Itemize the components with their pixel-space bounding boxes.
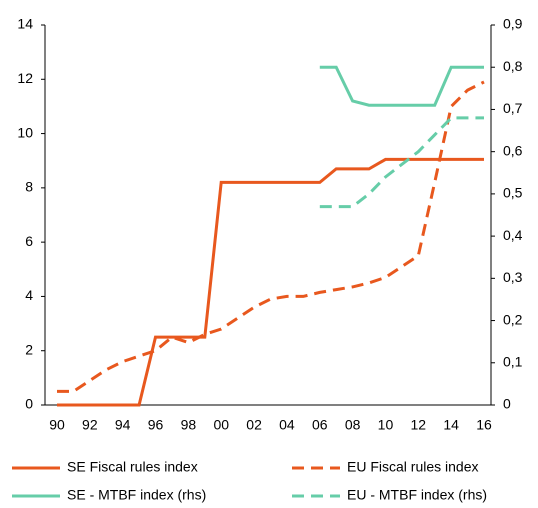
x-tick-label: 96	[148, 417, 164, 433]
y-tick-label: 8	[25, 179, 33, 195]
y2-tick-label: 0,1	[503, 353, 523, 369]
line-series	[319, 65, 484, 107]
y2-tick-label: 0,7	[503, 100, 523, 116]
x-tick-label: 06	[312, 417, 328, 433]
y-tick-label: 2	[25, 341, 33, 357]
y-tick-label: 14	[17, 16, 33, 32]
y2-tick-label: 0,4	[503, 227, 523, 243]
y-tick-label: 6	[25, 233, 33, 249]
line-series	[57, 157, 484, 407]
x-tick-label: 00	[213, 417, 229, 433]
x-tick-label: 94	[115, 417, 131, 433]
x-tick-label: 10	[378, 417, 394, 433]
legend-label: SE - MTBF index (rhs)	[67, 487, 206, 503]
legend-label: EU - MTBF index (rhs)	[347, 487, 487, 503]
y2-tick-label: 0,3	[503, 269, 523, 285]
y-tick-label: 12	[17, 70, 33, 86]
line-series	[319, 116, 484, 209]
y2-tick-label: 0,8	[503, 58, 523, 74]
y2-tick-label: 0	[503, 396, 511, 412]
legend-label: SE Fiscal rules index	[67, 459, 198, 475]
y-tick-label: 4	[25, 287, 33, 303]
x-tick-label: 02	[246, 417, 262, 433]
y2-tick-label: 0,5	[503, 185, 523, 201]
line-series	[57, 80, 485, 393]
y-tick-label: 0	[25, 396, 33, 412]
x-tick-label: 16	[476, 417, 492, 433]
y2-tick-label: 0,6	[503, 142, 523, 158]
x-tick-label: 98	[181, 417, 197, 433]
x-tick-label: 14	[443, 417, 459, 433]
legend-label: EU Fiscal rules index	[347, 459, 479, 475]
x-tick-label: 90	[49, 417, 65, 433]
y-tick-label: 10	[17, 124, 33, 140]
y2-tick-label: 0,9	[503, 16, 523, 32]
x-tick-label: 12	[411, 417, 427, 433]
x-tick-label: 08	[345, 417, 361, 433]
x-tick-label: 92	[82, 417, 98, 433]
y2-tick-label: 0,2	[503, 311, 523, 327]
x-tick-label: 04	[279, 417, 295, 433]
